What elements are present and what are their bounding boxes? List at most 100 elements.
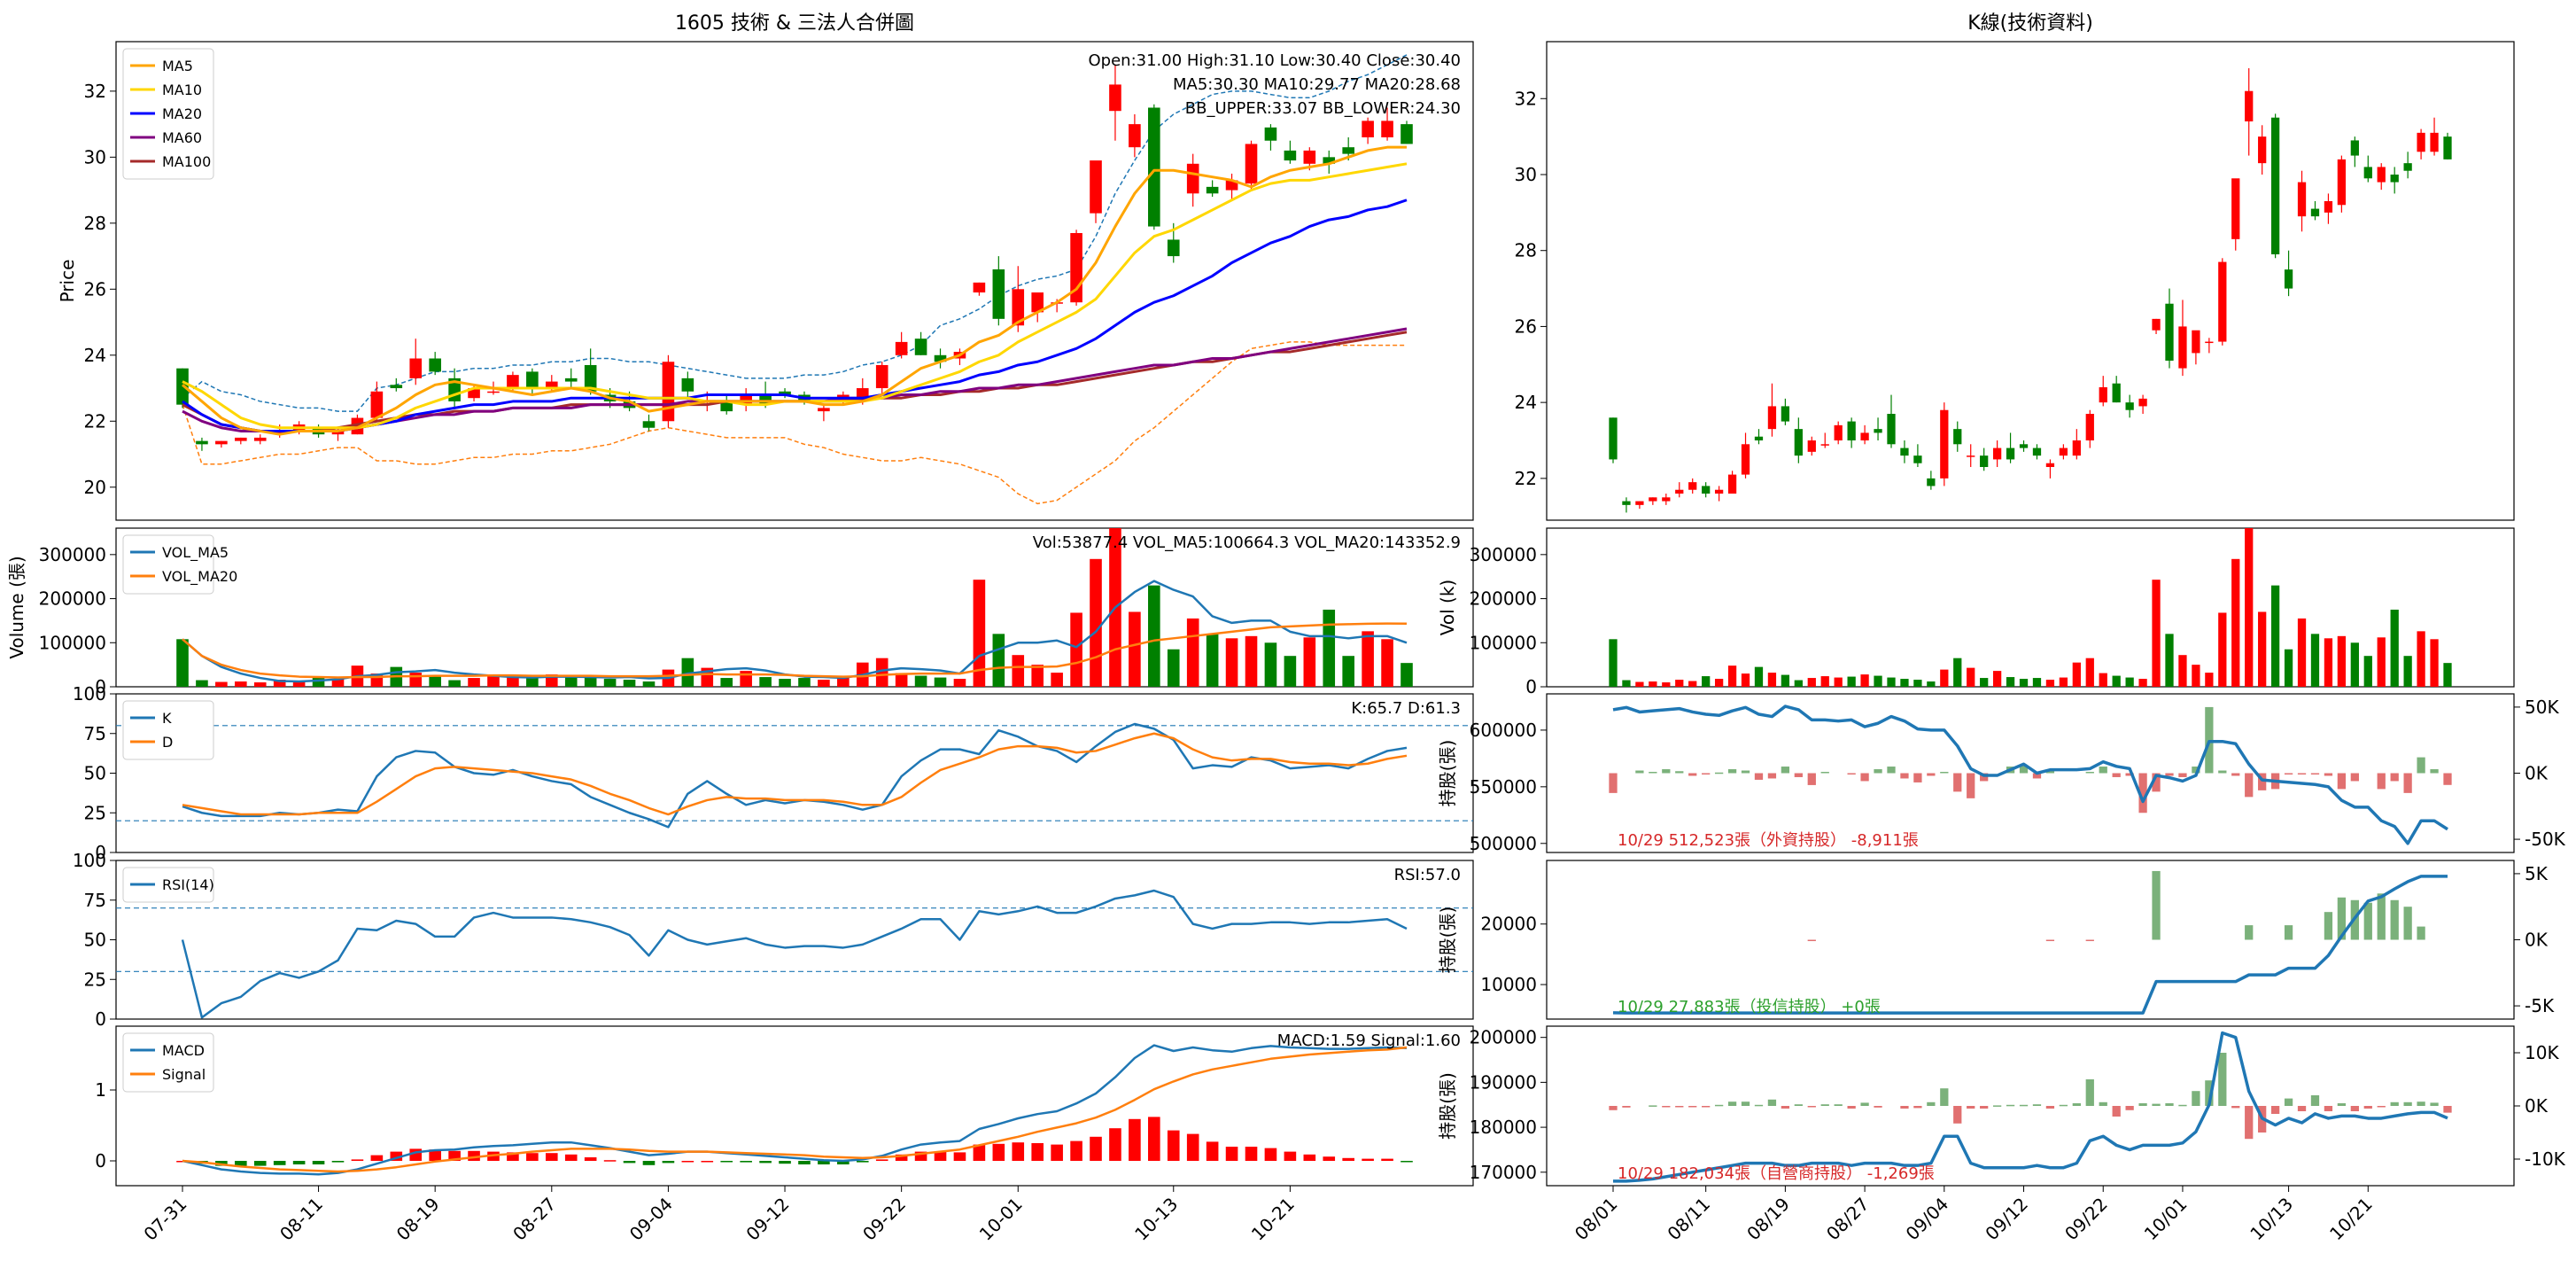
kline-candle: [1834, 424, 1843, 440]
price-candle: [253, 437, 267, 441]
legend-label-volma20: VOL_MA20: [162, 568, 237, 586]
price-ytick-label: 20: [84, 477, 106, 498]
volk-bar: [2417, 631, 2425, 687]
price-candle: [545, 381, 558, 389]
price-candle: [1148, 107, 1160, 227]
price-candle: [1090, 160, 1102, 214]
macd-hist-bar: [390, 1151, 403, 1161]
volk-bar: [2072, 662, 2081, 687]
foreign-change-bar: [1860, 773, 1869, 782]
volk-bar: [1781, 674, 1790, 687]
volume-bar: [1031, 665, 1044, 687]
volume-bar: [196, 680, 208, 687]
macd-hist-bar: [953, 1152, 966, 1161]
price-candle: [818, 408, 830, 412]
volk-bar: [1741, 673, 1750, 687]
volume-bar: [1303, 637, 1316, 687]
foreign-change-bar: [2019, 765, 2029, 774]
ma60-line: [182, 327, 1408, 432]
price-ytick-label: 24: [84, 345, 106, 366]
macd-ytick-label: 0: [95, 1150, 106, 1171]
foreign-change-bar: [2152, 773, 2161, 792]
volume-legend-box: [122, 534, 214, 595]
price-candle: [779, 391, 791, 395]
price-candle: [196, 440, 208, 445]
macd-hist-bar: [1070, 1140, 1082, 1161]
price-candle: [1245, 144, 1258, 184]
macd-hist-bar: [312, 1161, 325, 1164]
kline-ytick-label: 28: [1515, 240, 1537, 261]
dealer-change-bar: [2337, 1103, 2347, 1106]
volk-bar: [1980, 678, 1989, 687]
foreign-change-bar: [1874, 769, 1882, 774]
kline-candle: [2377, 167, 2386, 183]
price-candle: [1031, 292, 1044, 313]
volk-ytick-label: 100000: [1470, 632, 1537, 653]
dealer-change-bar: [1781, 1106, 1790, 1109]
macd-hist-bar: [1264, 1148, 1277, 1161]
dealer-change-bar: [2138, 1103, 2147, 1106]
volk-ytick-label: 300000: [1470, 544, 1537, 565]
trust-holding-line: [1612, 875, 2448, 1015]
kline-candle: [1794, 429, 1803, 456]
kd-info: K:65.7 D:61.3: [1351, 699, 1461, 718]
foreign-change-bar: [1927, 773, 1936, 776]
kline-candle: [2337, 159, 2347, 206]
macd-hist-bar: [701, 1161, 714, 1163]
dealer-change-bar: [2245, 1106, 2254, 1140]
volk-bar: [2258, 611, 2267, 687]
volume-bar: [584, 677, 597, 687]
volume-bar: [1167, 649, 1180, 687]
foreign-change-bar: [1980, 773, 1989, 782]
kline-candle: [2072, 440, 2081, 456]
price-candle: [1012, 289, 1025, 326]
macd-hist-bar: [253, 1161, 267, 1166]
signal-line: [182, 1046, 1408, 1173]
foreign-change-bar: [2430, 769, 2439, 774]
trust-y2tick-label: 0K: [2525, 930, 2549, 951]
dealer-change-bar: [1874, 1106, 1882, 1108]
kline-ytick-label: 26: [1515, 315, 1537, 337]
dealer-change-bar: [1847, 1106, 1856, 1109]
foreign-ytick-label: 550000: [1470, 776, 1537, 798]
volume-bar: [623, 680, 636, 687]
foreign-change-bar: [1675, 771, 1684, 774]
volume-bar: [1090, 558, 1102, 687]
trust-change-bar: [2085, 939, 2094, 941]
dealer-change-bar: [1940, 1088, 1949, 1106]
foreign-change-bar: [2297, 773, 2307, 775]
dealer-change-bar: [2032, 1104, 2042, 1106]
price-candle: [370, 391, 384, 418]
price-candle: [740, 394, 752, 405]
dealer-change-bar: [1820, 1104, 1829, 1106]
kline-candle: [1807, 440, 1816, 452]
foreign-change-bar: [1913, 773, 1922, 782]
kline-candle: [1820, 444, 1829, 446]
volume-bar: [564, 675, 578, 687]
trust-change-bar: [2363, 902, 2372, 940]
volk-bar: [1927, 681, 1936, 687]
volk-bar: [2045, 680, 2055, 687]
volk-bar: [1727, 666, 1737, 687]
foreign-change-bar: [2112, 773, 2121, 777]
foreign-change-bar: [2138, 773, 2147, 813]
right-chart-title: K線(技術資料): [1967, 12, 2093, 35]
macd-hist-bar: [1129, 1118, 1141, 1161]
foreign-change-bar: [2417, 757, 2425, 774]
kline-candle: [2192, 330, 2200, 354]
rsi-line: [181, 889, 1408, 1019]
macd-info: MACD:1.59 Signal:1.60: [1277, 1031, 1461, 1050]
rsi-ytick-label: 50: [84, 930, 106, 951]
volume-bar: [487, 676, 500, 687]
macd-hist-bar: [526, 1153, 539, 1161]
foreign-y2tick-label: -50K: [2525, 829, 2566, 850]
kline-candle: [1649, 497, 1657, 502]
dealer-ytick-label: 200000: [1470, 1027, 1537, 1048]
macd-hist-bar: [331, 1161, 345, 1163]
kline-candle: [1887, 414, 1896, 445]
kline-candle: [1609, 417, 1618, 460]
kline-ytick-label: 24: [1515, 392, 1537, 413]
dealer-change-bar: [2085, 1079, 2094, 1106]
kline-candle: [2390, 175, 2399, 183]
price-candle: [875, 364, 888, 389]
